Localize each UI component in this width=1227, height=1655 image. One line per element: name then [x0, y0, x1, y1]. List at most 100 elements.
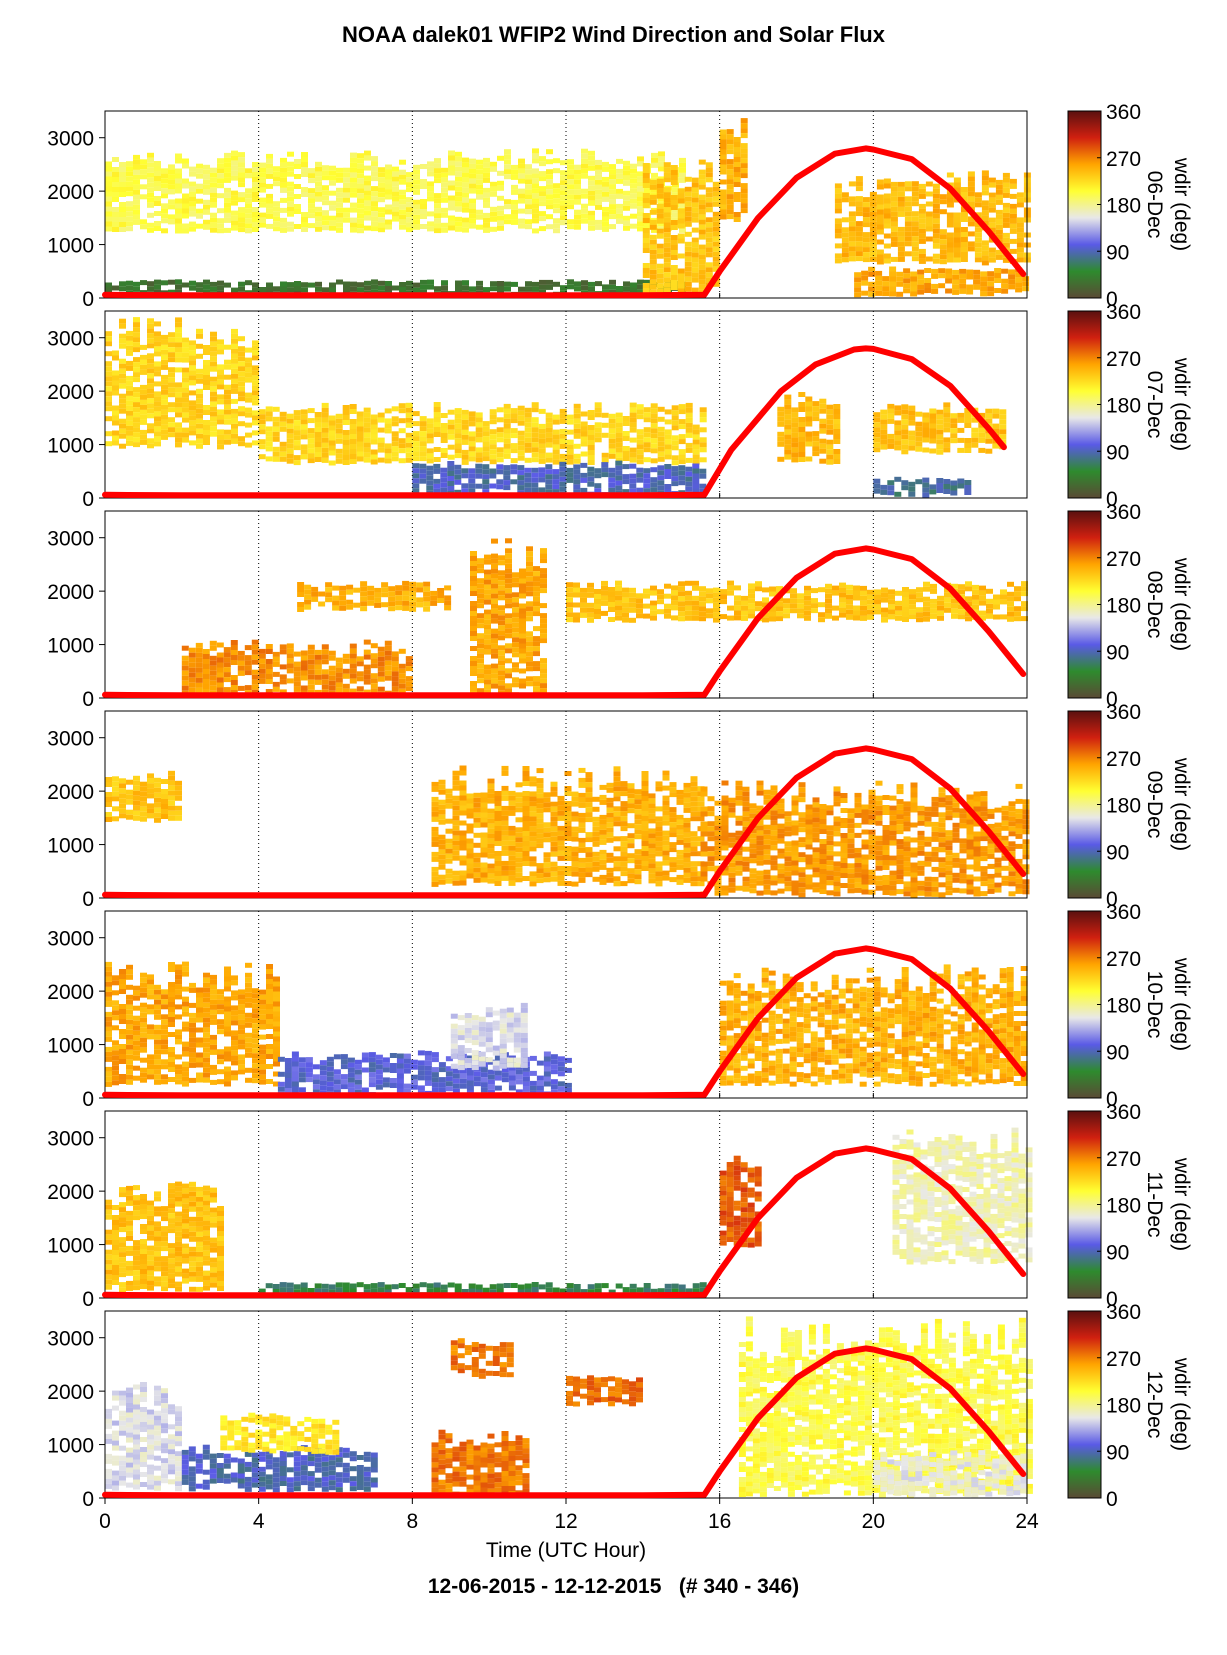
heatmap-cell-panel-3-region-1	[522, 856, 530, 861]
heatmap-cell-panel-1-region-1	[559, 433, 567, 439]
heatmap-cell-panel-1-region-0	[189, 350, 196, 356]
heatmap-cell-panel-1-region-1	[650, 403, 658, 409]
heatmap-cell-panel-2-region-3	[346, 584, 354, 590]
heatmap-cell-panel-1-region-1	[524, 432, 532, 438]
heatmap-cell-panel-2-region-2	[832, 585, 839, 591]
heatmap-cell-panel-2-region-2	[986, 598, 993, 604]
heatmap-cell-panel-0-region-0	[350, 222, 357, 228]
heatmap-cell-panel-1-region-1	[566, 449, 574, 455]
heatmap-cell-panel-0-region-2	[684, 221, 692, 227]
heatmap-cell-panel-0-region-0	[483, 157, 490, 163]
heatmap-cell-panel-2-region-1	[533, 651, 540, 657]
heatmap-cell-panel-1-region-0	[189, 405, 196, 411]
heatmap-cell-panel-1-region-1	[370, 449, 378, 455]
heatmap-cell-panel-2-region-1	[491, 648, 498, 654]
heatmap-cell-panel-0-region-4	[1009, 218, 1017, 224]
heatmap-cell-panel-1-region-4	[880, 414, 888, 420]
heatmap-cell-panel-2-region-1	[519, 653, 526, 659]
heatmap-cell-panel-3-region-1	[459, 805, 467, 811]
heatmap-cell-panel-2-region-0	[321, 659, 329, 665]
heatmap-cell-panel-3-region-1	[431, 786, 439, 792]
heatmap-cell-panel-0-region-1	[126, 285, 133, 291]
heatmap-cell-panel-2-region-2	[594, 604, 601, 609]
heatmap-cell-panel-1-region-1	[433, 427, 441, 432]
heatmap-cell-panel-0-region-0	[532, 173, 539, 179]
heatmap-cell-panel-0-region-0	[343, 192, 350, 198]
heatmap-cell-panel-0-region-0	[322, 190, 329, 196]
heatmap-cell-panel-0-region-2	[642, 238, 650, 243]
heatmap-cell-panel-3-region-1	[459, 790, 467, 796]
heatmap-cell-panel-1-region-3	[784, 399, 792, 405]
heatmap-cell-panel-0-region-2	[649, 264, 657, 270]
heatmap-cell-panel-0-region-5	[973, 274, 981, 280]
heatmap-cell-panel-0-region-2	[684, 231, 692, 237]
heatmap-cell-panel-2-region-0	[398, 678, 406, 684]
heatmap-cell-panel-1-region-2	[636, 472, 644, 478]
heatmap-cell-panel-0-region-0	[154, 166, 161, 171]
heatmap-cell-panel-0-region-0	[294, 164, 301, 169]
heatmap-cell-panel-1-region-0	[147, 318, 154, 324]
heatmap-cell-panel-3-region-1	[494, 821, 502, 826]
heatmap-cell-panel-1-region-0	[189, 355, 196, 361]
heatmap-cell-panel-0-region-5	[945, 268, 953, 274]
heatmap-cell-panel-0-region-4	[883, 198, 891, 204]
heatmap-cell-panel-1-region-4	[943, 447, 951, 453]
heatmap-cell-panel-0-region-5	[924, 268, 932, 273]
heatmap-cell-panel-2-region-2	[867, 609, 874, 615]
heatmap-cell-panel-1-region-1	[300, 444, 308, 450]
heatmap-cell-panel-1-region-0	[126, 405, 133, 411]
heatmap-cell-panel-0-region-0	[378, 227, 385, 233]
heatmap-cell-panel-1-region-1	[307, 428, 315, 434]
heatmap-cell-panel-0-region-0	[399, 194, 406, 200]
heatmap-cell-panel-0-region-4	[918, 223, 926, 229]
colorbar-tick-label-panel-2-4: 360	[1106, 501, 1141, 524]
heatmap-cell-panel-1-region-4	[915, 441, 923, 447]
heatmap-cell-panel-2-region-2	[1000, 614, 1007, 620]
heatmap-cell-panel-1-region-2	[587, 481, 595, 487]
heatmap-cell-panel-1-region-0	[252, 340, 259, 346]
heatmap-cell-panel-2-region-2	[867, 599, 874, 605]
heatmap-cell-panel-0-region-4	[960, 217, 968, 222]
heatmap-cell-panel-1-region-1	[258, 429, 266, 435]
heatmap-cell-panel-0-region-0	[119, 217, 126, 222]
heatmap-cell-panel-1-region-1	[650, 448, 658, 454]
heatmap-cell-panel-0-region-3	[719, 149, 727, 155]
heatmap-cell-panel-0-region-0	[406, 212, 413, 218]
heatmap-cell-panel-1-region-1	[272, 406, 280, 412]
heatmap-cell-panel-0-region-0	[476, 194, 483, 200]
heatmap-cell-panel-3-region-1	[487, 783, 495, 789]
heatmap-cell-panel-3-region-1	[508, 830, 516, 836]
heatmap-cell-panel-1-region-1	[608, 418, 616, 424]
heatmap-cell-panel-0-region-0	[336, 212, 343, 218]
heatmap-cell-panel-1-region-2	[671, 471, 679, 477]
heatmap-cell-panel-1-region-1	[391, 431, 399, 437]
heatmap-cell-panel-1-region-2	[447, 471, 455, 476]
heatmap-cell-panel-3-region-1	[522, 876, 530, 881]
heatmap-cell-panel-0-region-0	[119, 192, 126, 197]
heatmap-cell-panel-0-region-2	[677, 283, 685, 289]
heatmap-cell-panel-0-region-2	[656, 283, 664, 289]
heatmap-cell-panel-0-region-0	[266, 203, 273, 209]
heatmap-cell-panel-0-region-4	[974, 212, 982, 218]
heatmap-cell-panel-1-region-0	[168, 347, 175, 353]
heatmap-cell-panel-1-region-1	[384, 428, 392, 434]
heatmap-cell-panel-1-region-1	[699, 457, 707, 463]
heatmap-cell-panel-2-region-0	[230, 645, 238, 650]
heatmap-cell-panel-0-region-0	[441, 182, 448, 188]
heatmap-cell-panel-3-region-1	[536, 783, 544, 789]
heatmap-cell-panel-0-region-0	[231, 175, 238, 181]
heatmap-cell-panel-3-region-1	[515, 817, 523, 823]
heatmap-cell-panel-0-region-0	[462, 182, 469, 188]
heatmap-cell-panel-3-region-1	[564, 851, 572, 856]
heatmap-cell-panel-0-region-0	[224, 177, 231, 183]
heatmap-cell-panel-1-region-1	[587, 455, 595, 460]
heatmap-cell-panel-3-region-1	[466, 828, 474, 834]
heatmap-cell-panel-0-region-4	[953, 237, 961, 243]
heatmap-cell-panel-3-region-1	[438, 814, 446, 820]
heatmap-cell-panel-0-region-0	[161, 213, 168, 219]
heatmap-cell-panel-2-region-2	[650, 615, 657, 621]
heatmap-cell-panel-1-region-2	[426, 480, 434, 486]
heatmap-cell-panel-0-region-4	[848, 181, 856, 187]
heatmap-cell-panel-1-region-1	[503, 438, 511, 444]
heatmap-cell-panel-0-region-0	[455, 196, 462, 202]
